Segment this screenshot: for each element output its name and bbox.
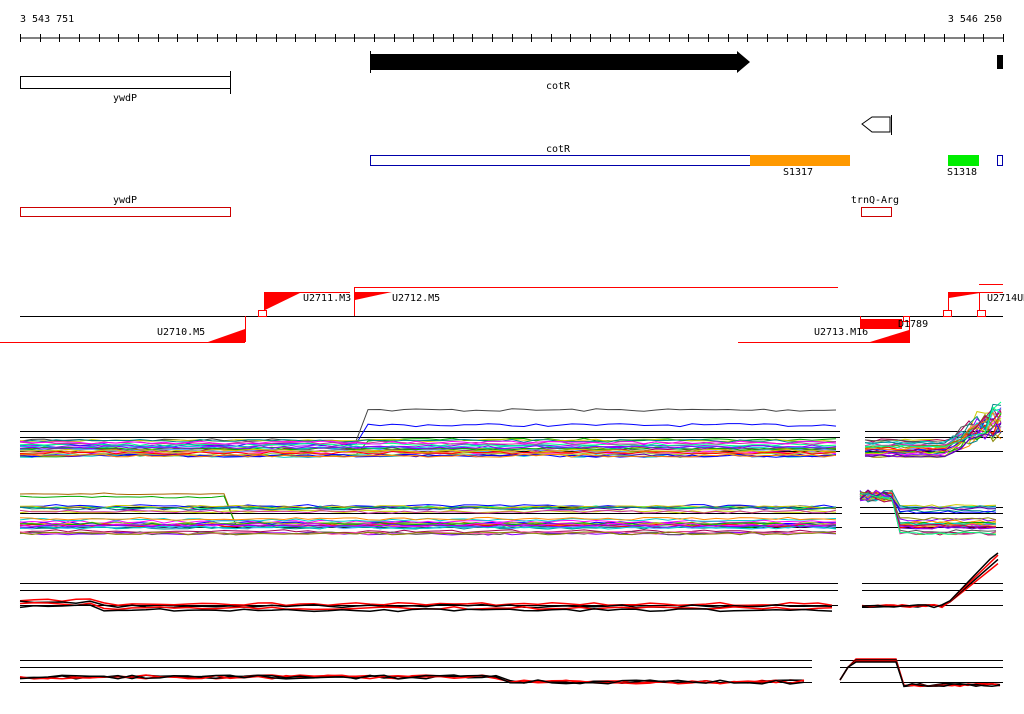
transcript-d1789-block[interactable]	[860, 319, 902, 329]
profile-2-series	[19, 504, 837, 509]
transcript-d1789-label: D1789	[898, 319, 928, 330]
gene-reverse-arrow[interactable]	[861, 116, 891, 133]
profile-2-series	[19, 525, 837, 530]
profile-2-series	[19, 523, 837, 528]
feature-s1318-label: S1318	[947, 167, 977, 178]
transcript-track: U2711.M3 U2712.M5 U2710.M5 U2713.M16 D17…	[0, 284, 1024, 343]
profile-1-series	[19, 453, 837, 458]
profile-4-series	[839, 661, 1001, 688]
profile-2-series	[859, 489, 997, 527]
profile-1-series	[864, 403, 1002, 445]
profile-1-series	[19, 445, 837, 450]
profile-2-series	[859, 493, 997, 535]
profile-4-series	[19, 674, 805, 685]
transcript-u2713-promoter[interactable]	[870, 330, 909, 342]
profile-2-series	[859, 489, 997, 528]
feature-cotR-box[interactable]	[370, 155, 751, 166]
feature-ywdP-label: ywdP	[113, 195, 137, 206]
transcript-u2710-label: U2710.M5	[157, 327, 205, 338]
transcript-u2711-promoter[interactable]	[265, 292, 302, 310]
transcript-u2713-label: U2713.M16	[814, 327, 868, 338]
coordinate-ruler: 3 543 751 3 546 250	[20, 14, 1004, 42]
transcript-u2712-label: U2712.M5	[392, 293, 440, 304]
profile-track-3	[19, 552, 1003, 613]
profile-2-series	[19, 531, 837, 536]
profile-2-series	[19, 509, 837, 514]
profile-track-2	[19, 489, 1003, 536]
ruler-end-label: 3 546 250	[948, 14, 1002, 25]
profile-2-series	[19, 521, 837, 526]
feature-s1317-box[interactable]	[750, 155, 850, 166]
feature-s1317-label: S1317	[783, 167, 813, 178]
profile-3-series	[861, 563, 999, 608]
transcript-u2711-box	[258, 310, 267, 317]
profile-1-series	[864, 422, 1002, 458]
feature-trnQ-box[interactable]	[861, 207, 892, 217]
profile-2-series	[19, 516, 837, 521]
feature-ywdP-box[interactable]	[20, 207, 231, 217]
feature-cotR-label: cotR	[546, 144, 571, 155]
gene-track: ywdP cotR	[20, 51, 1003, 135]
profile-1-series	[19, 440, 837, 445]
profile-1-series	[864, 406, 1002, 449]
profile-1-series	[19, 453, 837, 458]
ruler-start-label: 3 543 751	[20, 14, 74, 25]
profile-1-series	[865, 423, 1002, 458]
profile-track-1	[19, 401, 1003, 459]
gene-ywdP[interactable]	[20, 76, 231, 89]
profile-1-series	[19, 438, 837, 443]
profile-1-series	[864, 407, 1002, 443]
profile-1-series	[19, 450, 837, 455]
profile-2-series	[19, 506, 837, 511]
profile-3-series	[861, 554, 999, 609]
transcript-u2711-label: U2711.M3	[303, 293, 351, 304]
profile-4-series	[839, 659, 1001, 688]
profile-track-4	[19, 658, 1003, 688]
gene-cotR-arrow[interactable]	[370, 51, 750, 73]
gene-cotR-label: cotR	[546, 81, 571, 92]
gene-edge-block[interactable]	[997, 55, 1003, 69]
feature-track: cotR S1317 S1318 ywdP trnQ-Arg	[20, 144, 1003, 217]
ruler-ticks	[20, 34, 1004, 42]
transcript-d1789-box	[903, 316, 910, 322]
profile-2-series	[19, 522, 837, 527]
profile-2-series	[19, 531, 837, 536]
transcript-u2712-promoter[interactable]	[355, 292, 392, 300]
transcript-u2714-box-a	[943, 310, 952, 317]
transcript-u2714-label: U2714UH	[987, 293, 1024, 304]
transcript-u2714-box-b	[977, 310, 986, 317]
feature-trnQ-label: trnQ-Arg	[851, 195, 899, 206]
profile-1-series	[19, 448, 837, 453]
feature-s1318-box[interactable]	[948, 155, 979, 166]
profile-4-series	[19, 674, 805, 685]
transcript-u2714-promoter[interactable]	[949, 292, 986, 298]
transcript-u2710-promoter[interactable]	[208, 329, 245, 342]
profile-1-series	[19, 450, 837, 455]
profile-3-series	[19, 598, 833, 607]
profile-2-series	[859, 491, 997, 521]
profile-2-series	[859, 491, 997, 511]
profile-1-series	[864, 408, 1002, 445]
profile-2-series	[19, 509, 837, 514]
profile-3-series	[861, 552, 999, 609]
profile-3-series	[19, 604, 833, 613]
profile-1-series	[19, 445, 837, 450]
profile-1-series	[864, 410, 1002, 453]
gene-ywdP-label: ywdP	[113, 93, 137, 104]
feature-edge-box[interactable]	[997, 155, 1003, 166]
